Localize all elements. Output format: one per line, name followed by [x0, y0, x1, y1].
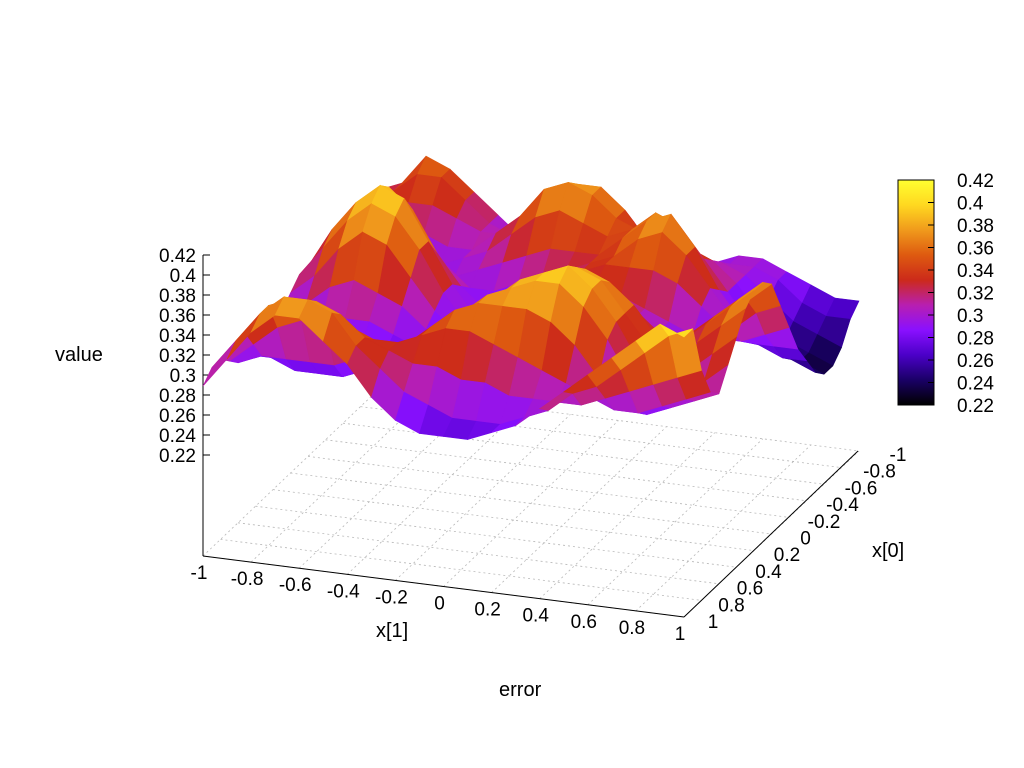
x1-tick-label: -0.8: [231, 569, 264, 590]
x0-tick-label: 1: [708, 612, 719, 633]
colorbar-tick-label: 0.32: [957, 284, 994, 305]
x0-tick-label: 0: [800, 529, 811, 550]
x0-tick-label: -1: [890, 445, 907, 466]
grid-line: [237, 522, 720, 585]
x1-tick-label: -0.2: [375, 587, 408, 608]
z-tick-label: 0.38: [159, 286, 196, 307]
grid-line: [342, 422, 825, 485]
z-tick-label: 0.34: [159, 326, 196, 347]
x0-tick-label: -0.4: [826, 495, 859, 516]
colorbar-tick-label: 0.34: [957, 261, 994, 282]
z-tick-label: 0.32: [159, 346, 196, 367]
x1-tick-label: 0: [434, 594, 445, 615]
surface-patch: [659, 323, 694, 338]
x0-tick-label: 0.8: [718, 595, 744, 616]
x1-tick-label: -1: [191, 563, 208, 584]
colorbar-tick-label: 0.24: [957, 374, 994, 395]
x1-tick-label: 0.4: [522, 606, 549, 627]
grid-line: [272, 489, 755, 551]
z-tick-label: 0.26: [159, 406, 196, 427]
x0-tick-label: -0.8: [863, 462, 896, 483]
x1-tick-label: -0.4: [327, 581, 360, 602]
z-tick-label: 0.4: [170, 266, 197, 287]
chart-title: error: [499, 679, 542, 701]
colorbar-tick-label: 0.42: [957, 171, 994, 192]
colorbar: 0.420.40.380.360.340.320.30.280.260.240.…: [897, 171, 994, 417]
x0-tick-label: 0.2: [774, 545, 800, 566]
grid-line: [491, 426, 667, 593]
grid-line: [325, 439, 807, 502]
z-tick-label: 0.22: [159, 446, 196, 467]
surface-patch: [202, 340, 237, 387]
x0-tick-label: -0.6: [845, 478, 878, 499]
z-tick-label: 0.3: [170, 366, 196, 387]
colorbar-tick-label: 0.22: [957, 396, 994, 417]
grid-line: [307, 456, 790, 518]
colorbar-tick-label: 0.26: [957, 351, 994, 372]
z-tick-label: 0.36: [159, 306, 196, 327]
grid-line: [539, 432, 715, 599]
x1-tick-label: 0.8: [619, 618, 645, 639]
z-tick-label: 0.24: [159, 426, 196, 447]
grid-line: [255, 505, 737, 568]
colorbar-tick-label: 0.3: [957, 306, 983, 327]
x1-axis-label: x[1]: [376, 620, 408, 642]
x1-tick-label: 0.2: [474, 600, 500, 621]
colorbar-tick-label: 0.4: [957, 194, 984, 215]
grid-line: [290, 472, 772, 535]
x1-tick-label: 0.6: [571, 612, 597, 633]
grid-line: [220, 539, 702, 601]
colorbar-tick-label: 0.38: [957, 216, 994, 237]
grid-line: [250, 395, 427, 563]
grid-line: [395, 414, 571, 581]
grid-line: [587, 438, 764, 606]
grid-line: [635, 444, 812, 612]
x0-tick-label: 0.4: [755, 562, 782, 583]
x0-axis-label: x[0]: [872, 540, 904, 562]
x1-axis-line: [202, 555, 685, 618]
x0-tick-label: -0.2: [808, 512, 841, 533]
x1-tick-label: -0.6: [279, 575, 312, 596]
tick-labels: 0.420.40.380.360.340.320.30.280.260.240.…: [159, 246, 906, 645]
z-tick-label: 0.42: [159, 246, 196, 267]
x0-tick-label: 0.6: [737, 579, 763, 600]
z-tick-label: 0.28: [159, 386, 196, 407]
colorbar-tick-label: 0.28: [957, 329, 994, 350]
x1-tick-label: 1: [675, 624, 686, 645]
x0-axis-line: [683, 450, 859, 618]
z-axis-label: value: [55, 344, 103, 366]
grid-line: [443, 420, 619, 587]
colorbar-tick-label: 0.36: [957, 239, 994, 260]
surface-mesh: [202, 155, 860, 440]
